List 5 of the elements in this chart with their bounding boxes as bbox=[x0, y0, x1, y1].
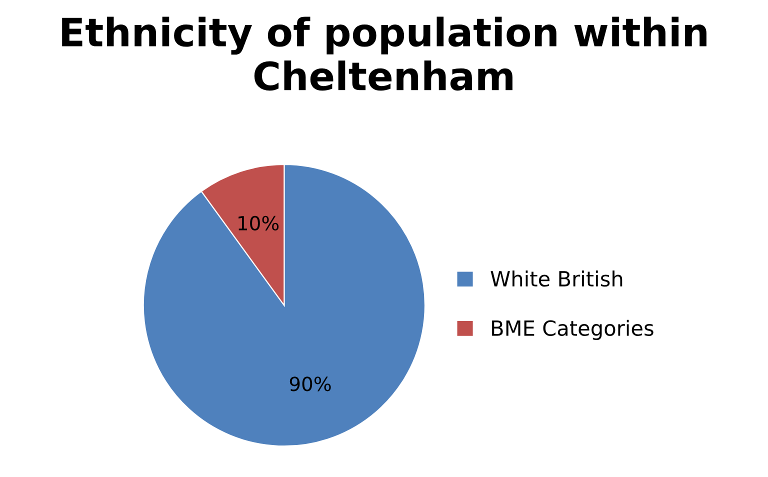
data-label: 10% bbox=[238, 216, 279, 231]
legend-label: White British bbox=[490, 270, 622, 287]
chart-title: Ethnicity of population within Cheltenham bbox=[62, 16, 706, 91]
legend-label: BME Categories bbox=[492, 320, 654, 340]
data-label: 90% bbox=[290, 376, 331, 392]
